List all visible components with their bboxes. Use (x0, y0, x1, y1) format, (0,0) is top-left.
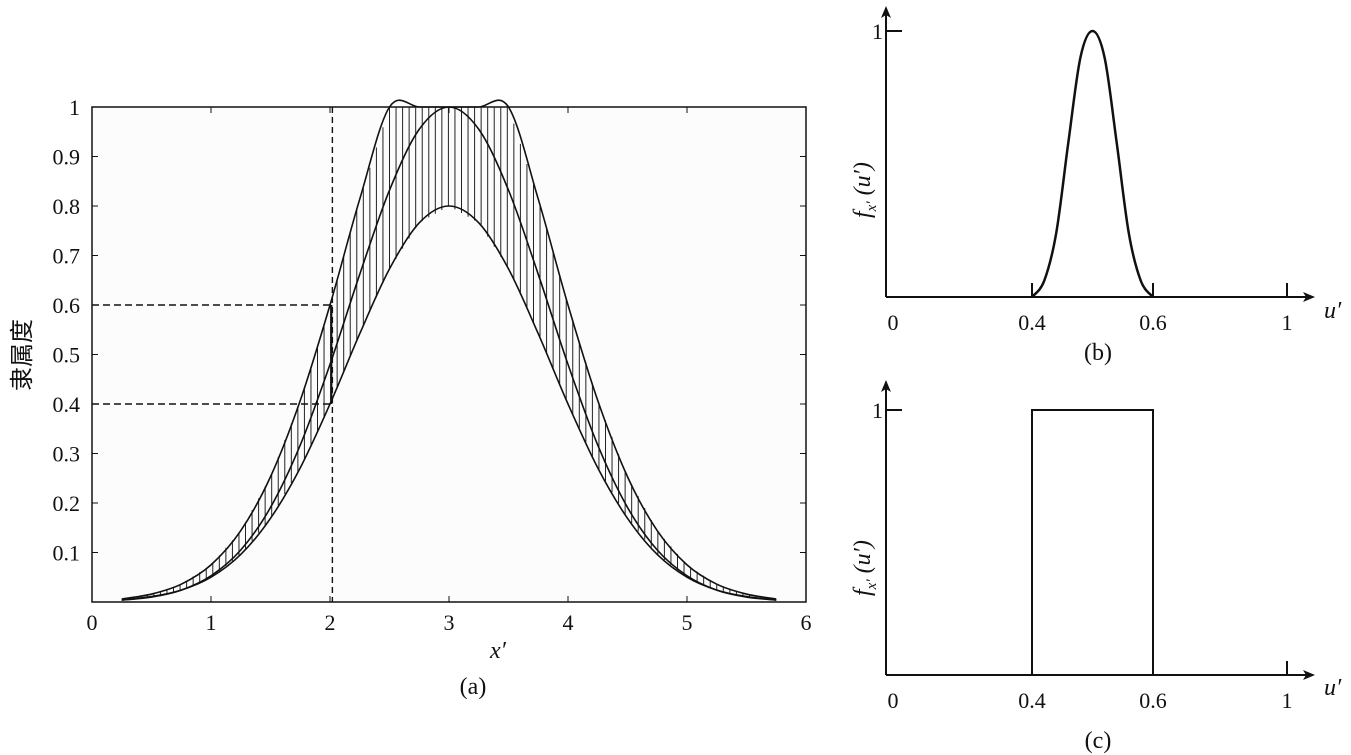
panel-c-caption: (c) (1085, 728, 1112, 754)
x-tick-label: 0.6 (1139, 310, 1167, 335)
panel-c-xlabel: u′ (1324, 675, 1342, 701)
x-tick-label: 4 (563, 610, 574, 635)
y-tick-label: 0.3 (53, 442, 81, 467)
panel-a: 0 1 2 3 4 5 6 0.1 0.2 0.3 0.4 0.5 0.6 0.7 0.8 0.9 1 x′ 隶… (9, 95, 812, 700)
y-tick-label: 0.6 (53, 293, 81, 318)
panel-b-ylabel-rest: (u′) (850, 162, 876, 201)
x-tick-label: 0.4 (1018, 688, 1046, 713)
panel-c-ylabel-sub: x′ (864, 579, 880, 591)
panel-b-curve (1031, 29, 1154, 298)
panel-a-xlabel: x′ (489, 638, 507, 664)
y-tick-label: 0.1 (53, 541, 81, 566)
x-tick-label: 6 (801, 610, 812, 635)
x-tick-label: 0 (888, 688, 899, 713)
y-tick-label: 1 (872, 19, 883, 44)
x-tick-label: 1 (206, 610, 217, 635)
panel-a-ylabel: 隶属度 (9, 319, 36, 391)
x-tick-label: 3 (444, 610, 455, 635)
y-tick-label: 0.7 (53, 244, 81, 269)
y-tick-label: 0.2 (53, 491, 81, 516)
panel-b-ticks: 0 0.4 0.6 1 1 (872, 19, 1293, 335)
panel-b-caption: (b) (1084, 340, 1112, 366)
panel-b-ylabel-sub: x′ (864, 201, 880, 213)
panel-c-ylabel-rest: (u′) (850, 540, 876, 579)
panel-a-hatching (133, 107, 764, 599)
panel-b-ylabel: fx′ (u′) (850, 162, 880, 218)
x-tick-label: 0 (888, 310, 899, 335)
y-tick-label: 0.4 (53, 392, 81, 417)
x-tick-label: 0.6 (1139, 688, 1167, 713)
panel-b-ylabel-f: f (850, 208, 876, 218)
x-tick-label: 1 (1282, 310, 1293, 335)
y-tick-label: 0.5 (53, 343, 81, 368)
panel-a-caption: (a) (460, 674, 487, 700)
x-tick-label: 2 (325, 610, 336, 635)
series-lower (121, 205, 777, 601)
panel-b: 0 0.4 0.6 1 1 u′ fx′ (u′) (b) (850, 6, 1342, 366)
panel-a-ticks: 0 1 2 3 4 5 6 0.1 0.2 0.3 0.4 0.5 0.6 0.7 0.8 0.9 1 (53, 95, 812, 635)
y-tick-label: 1 (69, 95, 80, 120)
x-tick-label: 0.4 (1018, 310, 1046, 335)
x-tick-label: 1 (1282, 688, 1293, 713)
panel-c-ylabel: fx′ (u′) (850, 540, 880, 596)
panel-a-axes-box (91, 106, 807, 603)
panel-c: 0 0.4 0.6 1 1 u′ fx′ (u′) (c) (850, 380, 1342, 754)
panel-c-ticks: 0 0.4 0.6 1 1 (872, 398, 1293, 713)
panel-b-xlabel: u′ (1324, 298, 1342, 324)
y-tick-label: 1 (872, 398, 883, 423)
panel-c-ylabel-f: f (850, 586, 876, 596)
y-tick-label: 0.8 (53, 194, 81, 219)
x-tick-label: 5 (682, 610, 693, 635)
x-tick-label: 0 (87, 610, 98, 635)
panel-a-annotations (92, 107, 334, 602)
y-tick-label: 0.9 (53, 145, 81, 170)
panel-c-rect-curve (1031, 409, 1154, 675)
